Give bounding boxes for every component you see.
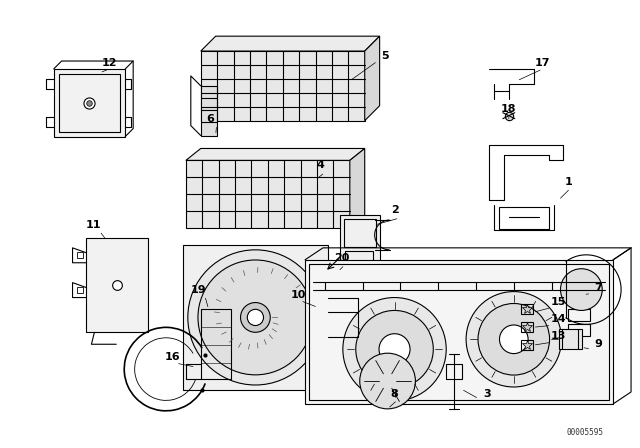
Text: 17: 17 xyxy=(535,58,550,68)
Text: 7: 7 xyxy=(595,283,602,293)
Bar xyxy=(183,245,328,390)
Circle shape xyxy=(499,325,528,353)
Bar xyxy=(305,260,613,404)
Circle shape xyxy=(241,302,270,332)
Bar xyxy=(521,340,532,350)
Polygon shape xyxy=(186,148,365,160)
Text: 11: 11 xyxy=(86,220,101,230)
Bar xyxy=(340,215,380,270)
Bar xyxy=(568,324,590,336)
Polygon shape xyxy=(365,36,380,121)
Text: 1: 1 xyxy=(564,177,572,187)
Circle shape xyxy=(360,353,415,409)
Circle shape xyxy=(247,309,264,326)
Text: 20: 20 xyxy=(334,253,349,263)
Text: 9: 9 xyxy=(595,339,602,349)
Text: 12: 12 xyxy=(102,58,117,68)
Bar xyxy=(559,329,582,349)
Circle shape xyxy=(478,303,550,375)
Bar xyxy=(186,160,350,228)
Polygon shape xyxy=(350,148,365,228)
Bar xyxy=(345,251,372,269)
Bar xyxy=(54,69,125,137)
Text: 10: 10 xyxy=(291,289,306,300)
Text: 18: 18 xyxy=(501,104,516,114)
Text: 8: 8 xyxy=(390,389,399,399)
Circle shape xyxy=(356,310,433,388)
Bar xyxy=(568,289,590,305)
Text: 5: 5 xyxy=(381,51,388,61)
Text: 14: 14 xyxy=(550,314,566,324)
Bar xyxy=(86,238,148,332)
Bar xyxy=(446,364,462,379)
Circle shape xyxy=(188,250,323,385)
Text: 13: 13 xyxy=(551,332,566,341)
Bar xyxy=(309,264,609,400)
Text: 3: 3 xyxy=(483,389,491,399)
Bar xyxy=(345,271,372,289)
Text: 4: 4 xyxy=(316,160,324,170)
Text: 15: 15 xyxy=(551,297,566,306)
Circle shape xyxy=(343,297,446,401)
Text: 19: 19 xyxy=(191,284,207,295)
Text: 00005595: 00005595 xyxy=(566,428,604,437)
Text: 2: 2 xyxy=(390,205,399,215)
Circle shape xyxy=(561,269,602,310)
Bar xyxy=(59,74,120,132)
Bar xyxy=(201,51,365,121)
Bar xyxy=(521,305,532,314)
Bar xyxy=(201,310,230,379)
Circle shape xyxy=(379,334,410,365)
Text: 6: 6 xyxy=(207,114,214,124)
Bar xyxy=(201,86,217,136)
Bar xyxy=(344,219,376,247)
Circle shape xyxy=(466,292,561,387)
Text: 16: 16 xyxy=(165,352,180,362)
Bar xyxy=(499,207,548,229)
Polygon shape xyxy=(201,36,380,51)
Bar xyxy=(568,310,590,321)
Bar xyxy=(521,323,532,332)
Circle shape xyxy=(198,260,313,375)
